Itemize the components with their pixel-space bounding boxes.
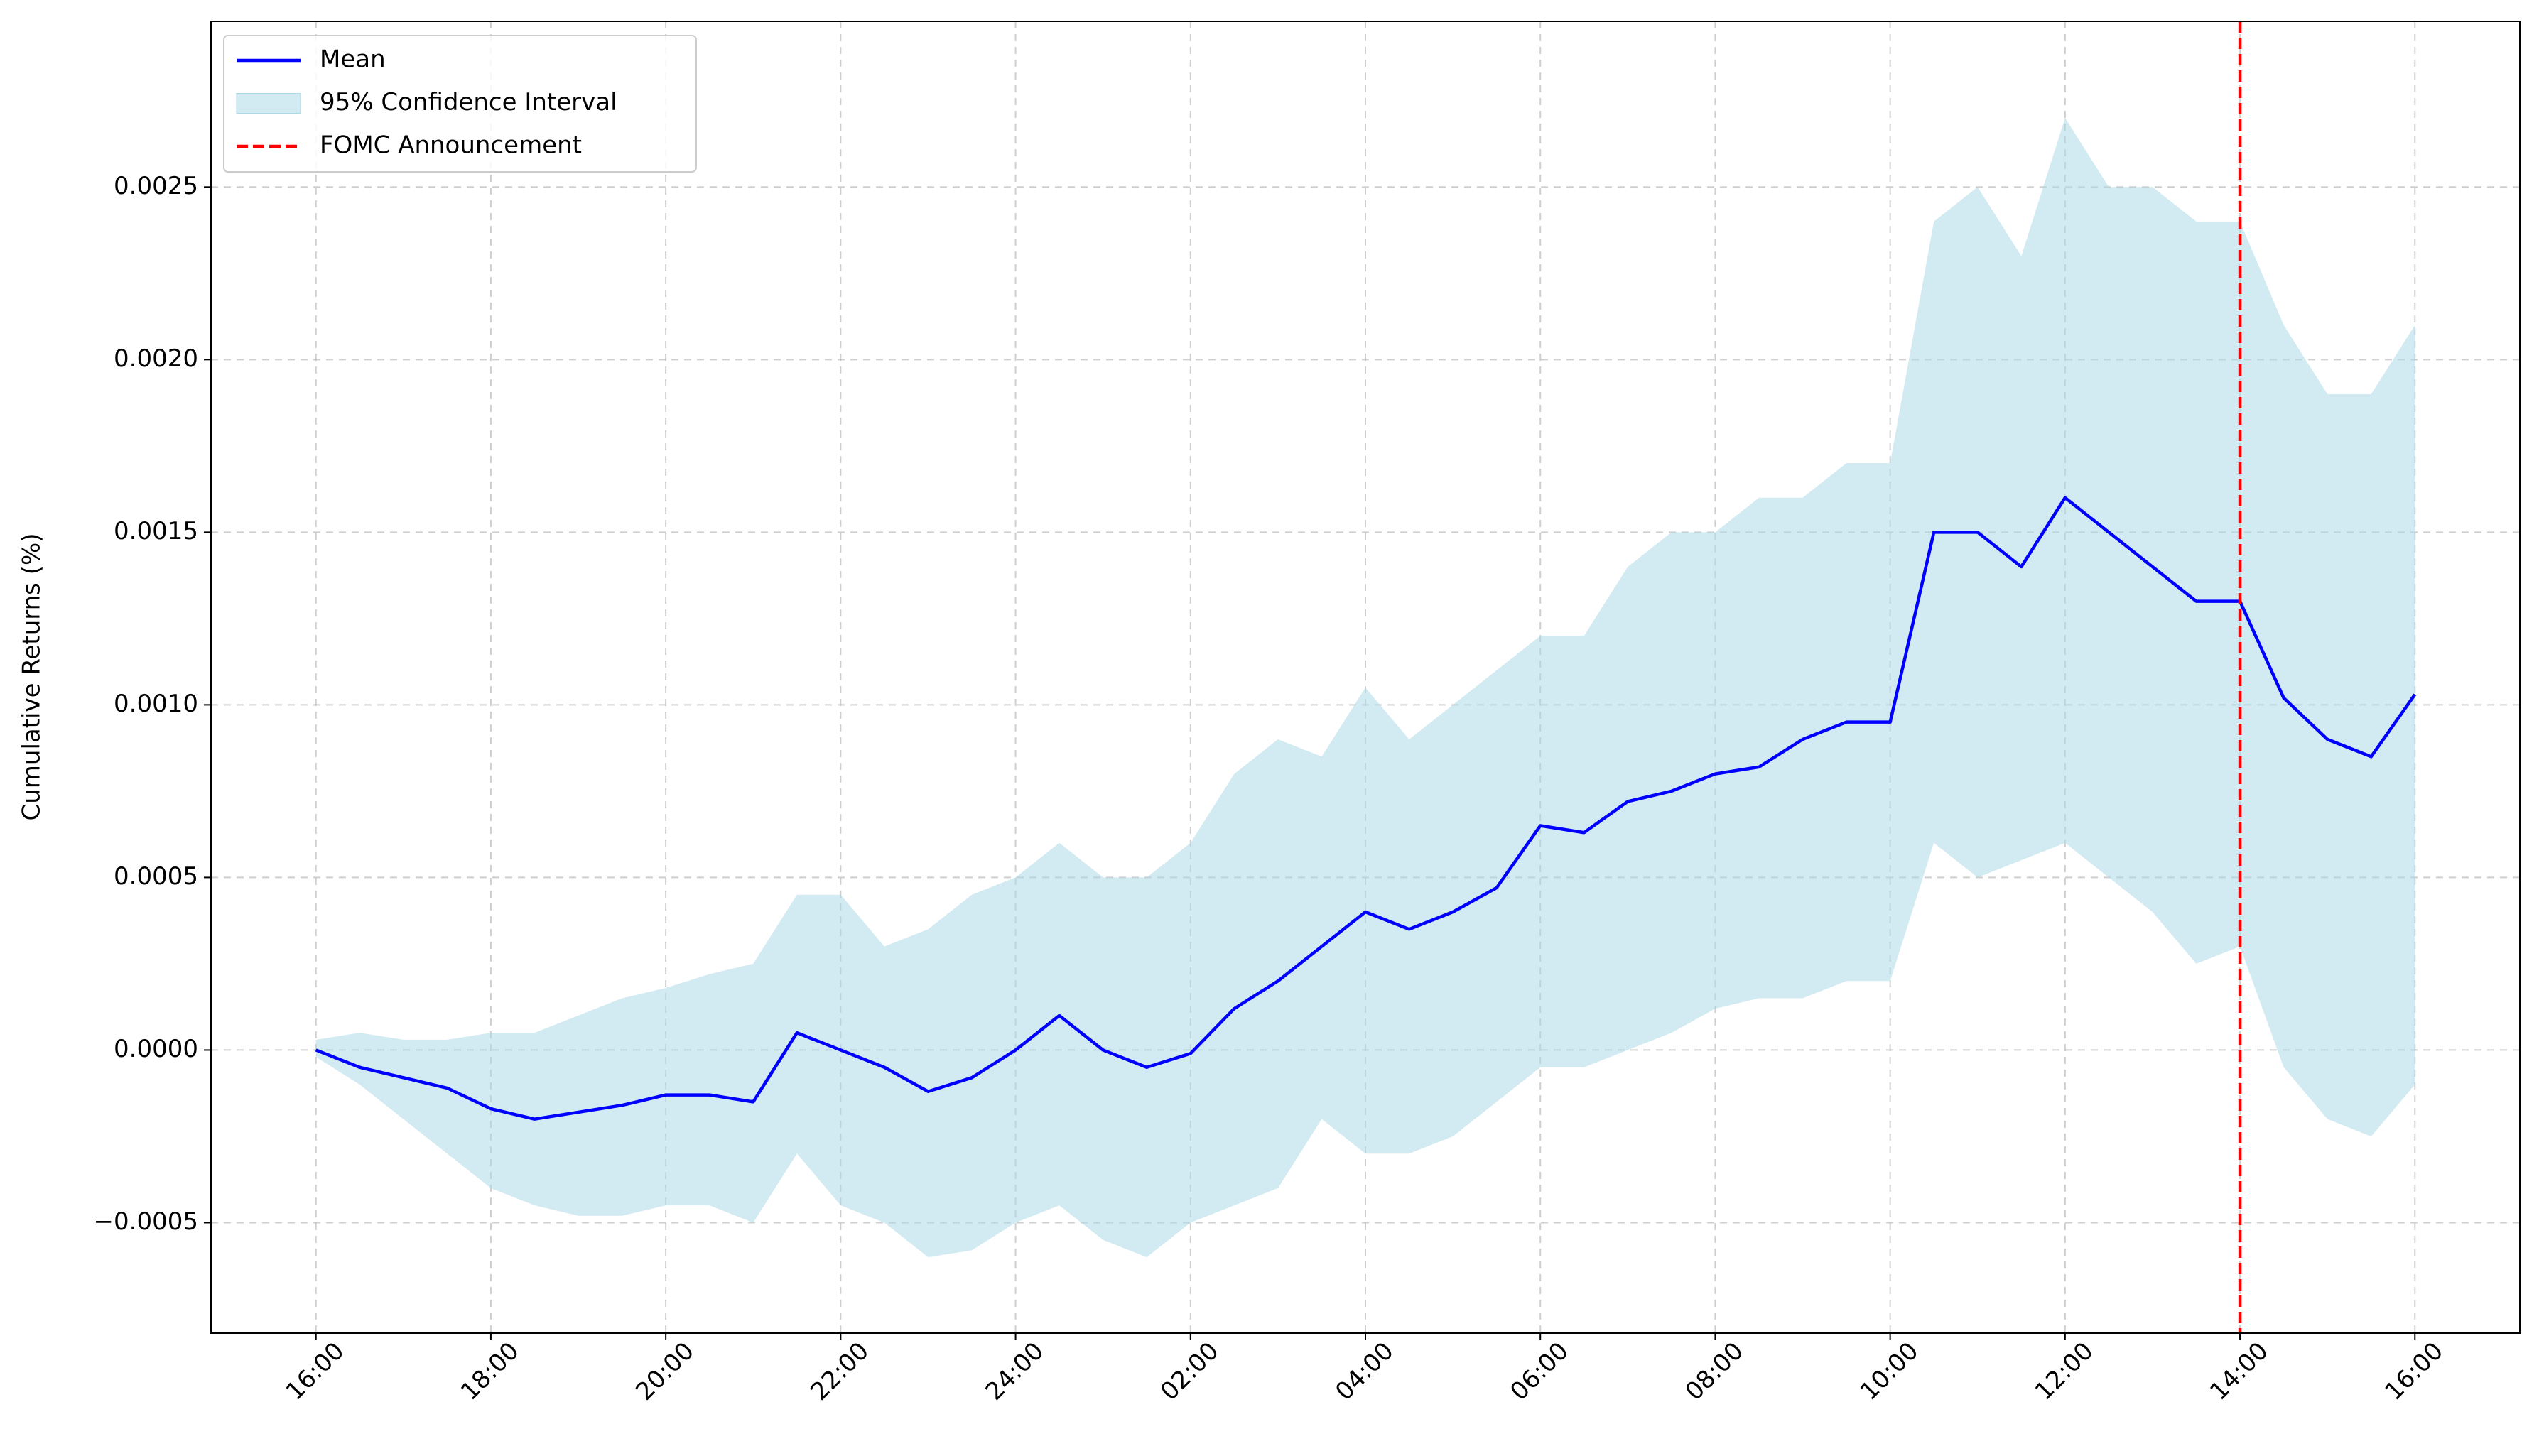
y-tick-label: 0.0025 — [114, 172, 198, 200]
y-tick-label: 0.0015 — [114, 517, 198, 545]
x-tick-label: 20:00 — [630, 1337, 700, 1406]
y-axis-label: Cumulative Returns (%) — [18, 533, 46, 820]
y-tick-label: 0.0005 — [114, 862, 198, 891]
x-tick-label: 04:00 — [1330, 1337, 1400, 1406]
x-tick-label: 24:00 — [980, 1337, 1050, 1406]
x-tick-label: 16:00 — [2379, 1337, 2449, 1406]
x-tick-label: 12:00 — [2030, 1337, 2099, 1406]
y-tick-label: 0.0010 — [114, 690, 198, 718]
legend-label: FOMC Announcement — [320, 131, 582, 160]
plot-frame — [210, 21, 2521, 1334]
legend-swatch — [236, 93, 301, 114]
x-tick-label: 18:00 — [455, 1337, 525, 1406]
legend-box — [223, 35, 697, 173]
x-tick-label: 08:00 — [1680, 1337, 1750, 1406]
x-tick-label: 06:00 — [1505, 1337, 1574, 1406]
y-tick-label: 0.0000 — [114, 1035, 198, 1063]
y-tick-label: −0.0005 — [94, 1207, 198, 1236]
legend-label: 95% Confidence Interval — [320, 88, 617, 116]
y-tick-label: 0.0020 — [114, 344, 198, 373]
legend-label: Mean — [320, 45, 386, 74]
x-tick-label: 14:00 — [2204, 1337, 2274, 1406]
x-tick-label: 16:00 — [281, 1337, 350, 1406]
x-tick-label: 22:00 — [806, 1337, 875, 1406]
mean-line — [315, 496, 2417, 1121]
x-tick-label: 02:00 — [1155, 1337, 1225, 1406]
x-tick-label: 10:00 — [1855, 1337, 1925, 1406]
confidence-band — [315, 118, 2415, 1258]
